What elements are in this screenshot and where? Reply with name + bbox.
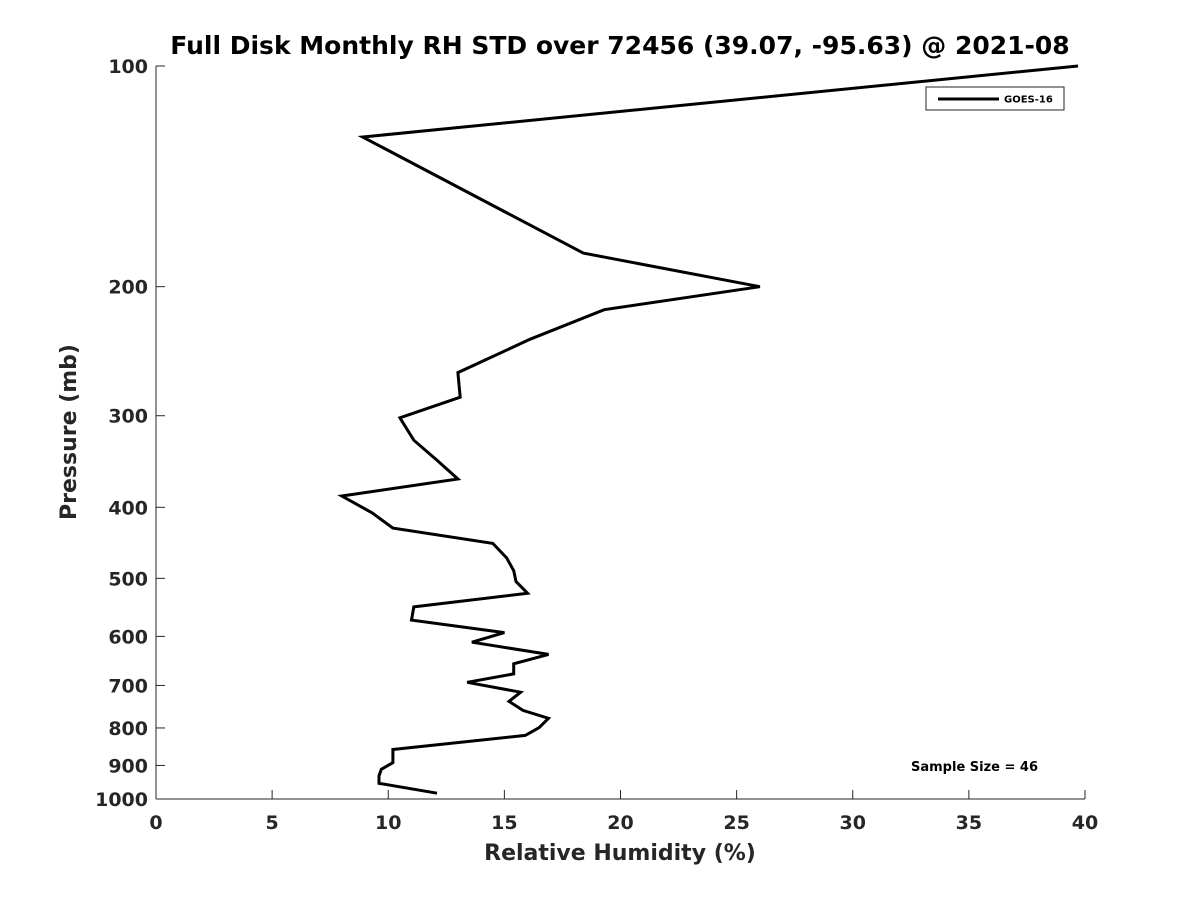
- x-ticks: 0 5 10 15 20 25 30 35 40: [149, 790, 1098, 834]
- chart-title: Full Disk Monthly RH STD over 72456 (39.…: [170, 31, 1069, 60]
- y-tick-label: 400: [108, 497, 148, 519]
- y-tick-label: 800: [108, 718, 148, 740]
- y-tick-label: 100: [108, 56, 148, 78]
- legend-label-goes-16: GOES-16: [1004, 95, 1053, 106]
- axes: [155, 66, 1085, 800]
- x-axis-label: Relative Humidity (%): [484, 841, 756, 866]
- y-axis-label: Pressure (mb): [57, 344, 82, 520]
- x-tick-label: 10: [375, 812, 401, 834]
- series-line-goes-16: [337, 64, 1079, 795]
- x-tick-label: 30: [840, 812, 866, 834]
- legend: GOES-16: [925, 86, 1065, 111]
- x-tick-label: 15: [491, 812, 517, 834]
- x-tick-label: 25: [723, 812, 749, 834]
- y-tick-label: 300: [108, 406, 148, 428]
- y-tick-label: 600: [108, 626, 148, 648]
- series-group: [337, 64, 1079, 795]
- y-ticks: 100 200 300 400 500 600 700 800 900 1000: [95, 56, 165, 811]
- sample-size-annotation: Sample Size = 46: [911, 760, 1038, 775]
- y-tick-label: 500: [108, 568, 148, 590]
- x-tick-label: 35: [956, 812, 982, 834]
- x-tick-label: 0: [149, 812, 162, 834]
- x-tick-label: 20: [607, 812, 633, 834]
- y-tick-label: 900: [108, 755, 148, 777]
- y-tick-label: 1000: [95, 789, 148, 811]
- y-tick-label: 700: [108, 675, 148, 697]
- x-tick-label: 40: [1072, 812, 1098, 834]
- y-tick-label: 200: [108, 277, 148, 299]
- x-tick-label: 5: [266, 812, 279, 834]
